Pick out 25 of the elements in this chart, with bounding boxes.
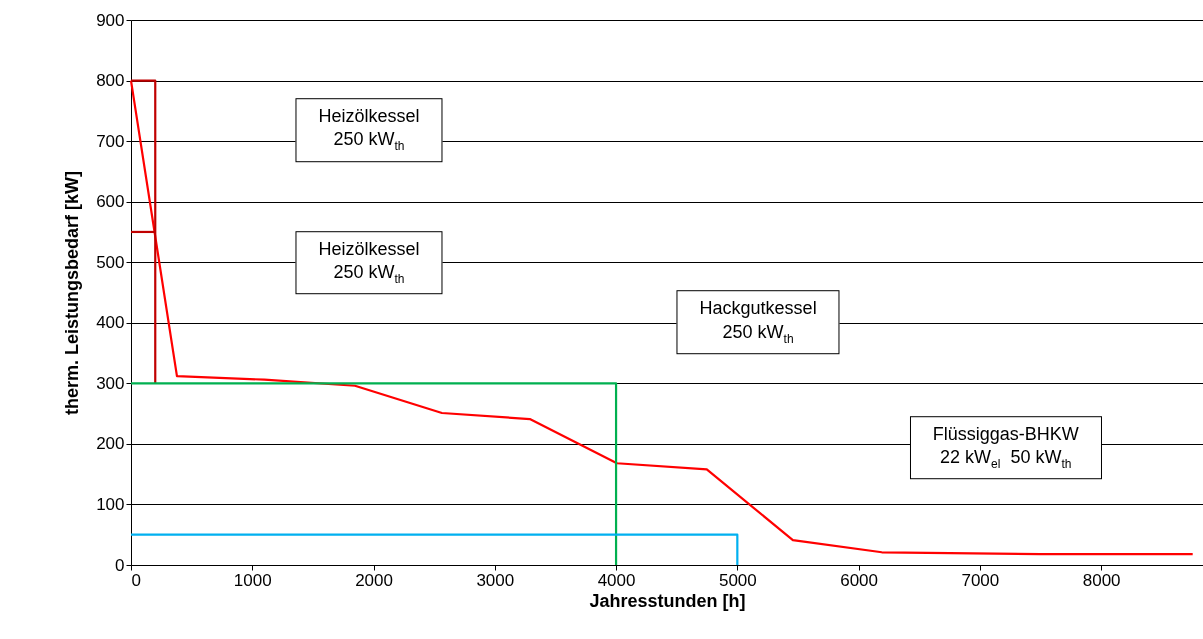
x-axis-title: Jahresstunden [h] (589, 590, 746, 611)
x-tick-label: 5000 (718, 570, 757, 590)
x-tick-label: 7000 (961, 570, 1000, 590)
x-tick-label: 4000 (597, 570, 636, 590)
y-tick-label: 500 (96, 252, 125, 272)
x-tick-label: 1000 (233, 570, 272, 590)
x-tick-label: 8000 (1082, 570, 1121, 590)
y-tick-label: 0 (115, 555, 125, 575)
y-tick-label: 600 (96, 192, 125, 212)
y-tick-label: 700 (96, 131, 125, 151)
y-tick-label: 400 (96, 313, 125, 333)
y-tick-label: 200 (96, 434, 125, 454)
y-tick-label: 300 (96, 373, 125, 393)
x-tick-label: 6000 (840, 570, 879, 590)
x-tick-label: 3000 (476, 570, 515, 590)
y-tick-label: 100 (96, 494, 125, 514)
x-tick-label: 0 (131, 570, 141, 590)
y-tick-label: 900 (96, 10, 125, 30)
note-box: Hackgutkessel 250 kW$_{th}$ (676, 290, 840, 355)
y-tick-label: 800 (96, 71, 125, 91)
note-box: Flüssiggas-BHKW 22 kW$_{el}$ 50 kW$_{th}$ (909, 416, 1102, 480)
note-box: Heizölkessel 250 kW$_{th}$ (295, 98, 443, 162)
note-box: Heizölkessel 250 kW$_{th}$ (295, 230, 443, 295)
x-tick-label: 2000 (355, 570, 393, 590)
y-axis-title: therm. Leistungsbedarf [kW] (62, 170, 83, 416)
